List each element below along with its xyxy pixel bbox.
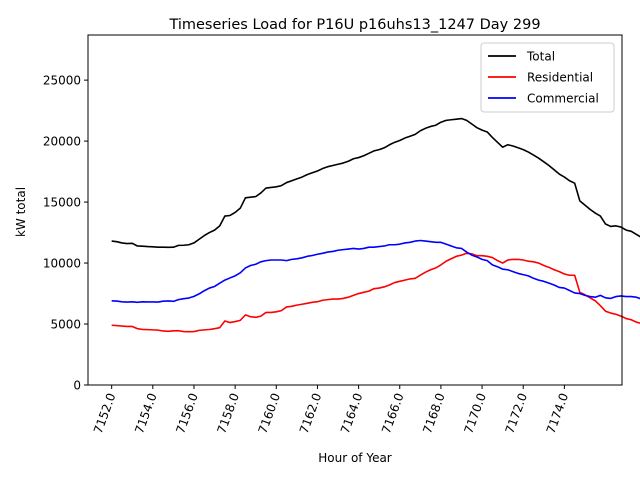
y-tick-label: 15000 xyxy=(43,196,81,210)
y-tick-label: 0 xyxy=(73,379,81,393)
series-line-residential xyxy=(111,252,640,333)
y-axis-label: kW total xyxy=(14,187,28,237)
legend-label-residential: Residential xyxy=(527,71,593,85)
y-tick-label: 20000 xyxy=(43,135,81,149)
legend: Total Residential Commercial xyxy=(480,42,615,113)
series-line-total xyxy=(111,117,640,249)
axes-frame xyxy=(87,34,623,386)
y-tick-label: 25000 xyxy=(43,74,81,88)
y-axis: 0 5000 10000 15000 20000 25000 xyxy=(43,74,88,393)
chart-title: Timeseries Load for P16U p16uhs13_1247 D… xyxy=(168,17,540,33)
y-tick-label: 5000 xyxy=(50,318,81,332)
series-line-commercial xyxy=(111,239,640,304)
legend-label-commercial: Commercial xyxy=(527,92,599,106)
legend-label-total: Total xyxy=(526,50,555,64)
y-tick-label: 10000 xyxy=(43,257,81,271)
legend-box xyxy=(480,42,615,113)
series-layer xyxy=(111,117,640,333)
x-axis-label: Hour of Year xyxy=(318,451,392,465)
